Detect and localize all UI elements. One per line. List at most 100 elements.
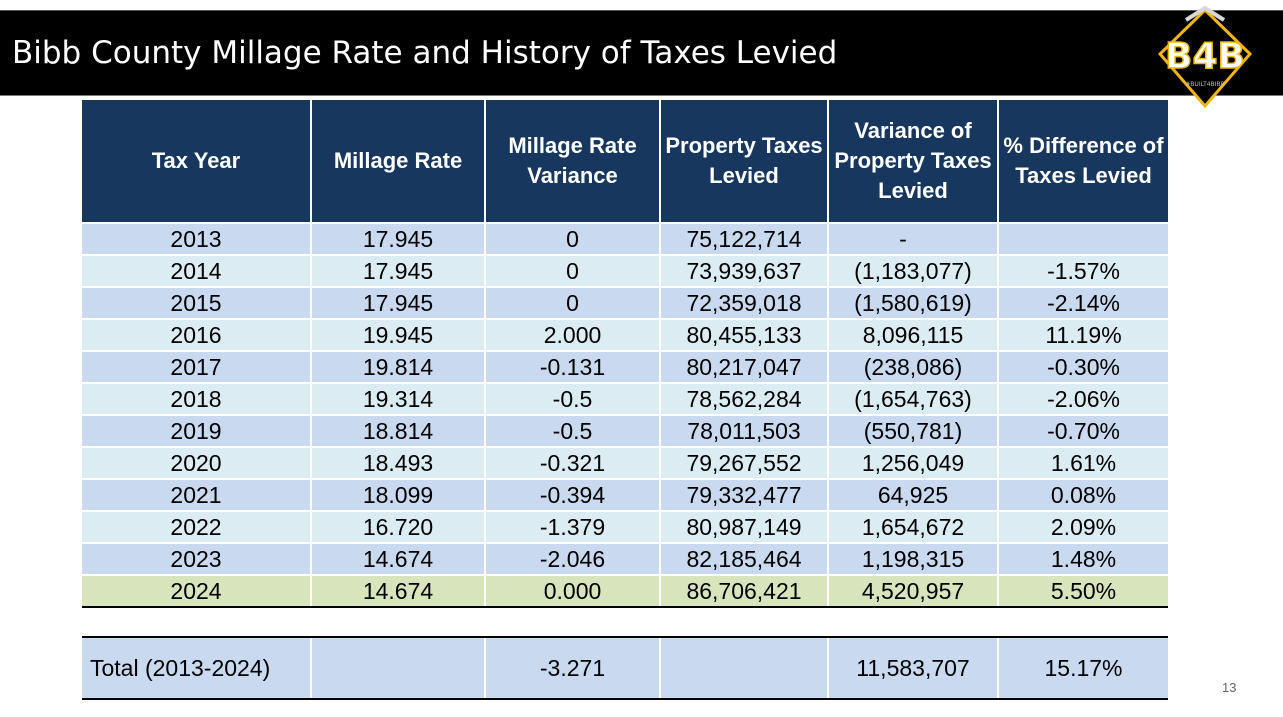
table-row-highlighted: 2024 14.674 0.000 86,706,421 4,520,957 5…	[82, 574, 1168, 608]
cell-levied: 79,332,477	[659, 478, 828, 511]
cell-percent	[997, 222, 1168, 255]
total-rate-variance: -3.271	[484, 636, 660, 700]
cell-levied: 80,455,133	[659, 318, 828, 351]
table-row: 2022 16.720 -1.379 80,987,149 1,654,672 …	[82, 510, 1168, 543]
slide-title: Bibb County Millage Rate and History of …	[12, 35, 838, 71]
cell-rate-variance: -0.5	[484, 414, 660, 447]
table-row: 2013 17.945 0 75,122,714 -	[82, 222, 1168, 255]
cell-rate: 18.814	[310, 414, 485, 447]
cell-percent: 11.19%	[997, 318, 1168, 351]
table-row: 2019 18.814 -0.5 78,011,503 (550,781) -0…	[82, 414, 1168, 447]
cell-levied-variance: 1,256,049	[827, 446, 998, 479]
cell-year: 2018	[82, 382, 311, 415]
cell-rate: 16.720	[310, 510, 485, 543]
cell-levied: 75,122,714	[659, 222, 828, 255]
header-variance-taxes-levied: Variance of Property Taxes Levied	[827, 100, 998, 223]
millage-table: Tax Year Millage Rate Millage Rate Varia…	[82, 100, 1168, 700]
cell-percent: 2.09%	[997, 510, 1168, 543]
cell-levied-variance: (1,654,763)	[827, 382, 998, 415]
cell-year: 2022	[82, 510, 311, 543]
cell-year: 2016	[82, 318, 311, 351]
cell-percent: -0.30%	[997, 350, 1168, 383]
cell-rate-variance: 0	[484, 286, 660, 319]
logo-wordmark: B4B	[1165, 36, 1245, 77]
cell-levied: 73,939,637	[659, 254, 828, 287]
cell-year: 2023	[82, 542, 311, 575]
cell-year: 2015	[82, 286, 311, 319]
cell-rate: 18.099	[310, 478, 485, 511]
cell-percent: 1.61%	[997, 446, 1168, 479]
total-rate	[310, 636, 485, 700]
cell-percent: -0.70%	[997, 414, 1168, 447]
cell-rate-variance: -0.131	[484, 350, 660, 383]
cell-levied: 80,217,047	[659, 350, 828, 383]
table-row: 2018 19.314 -0.5 78,562,284 (1,654,763) …	[82, 382, 1168, 415]
cell-levied-variance: (1,183,077)	[827, 254, 998, 287]
cell-rate-variance: 0	[484, 254, 660, 287]
cell-year: 2019	[82, 414, 311, 447]
cell-rate-variance: 0.000	[484, 574, 660, 608]
cell-rate: 17.945	[310, 254, 485, 287]
cell-rate: 19.814	[310, 350, 485, 383]
cell-rate-variance: -2.046	[484, 542, 660, 575]
total-row: Total (2013-2024) -3.271 11,583,707 15.1…	[82, 636, 1168, 700]
cell-rate: 19.314	[310, 382, 485, 415]
cell-levied: 79,267,552	[659, 446, 828, 479]
cell-rate-variance: -0.321	[484, 446, 660, 479]
cell-levied-variance: (550,781)	[827, 414, 998, 447]
cell-levied-variance: 64,925	[827, 478, 998, 511]
cell-rate: 18.493	[310, 446, 485, 479]
cell-percent: -2.06%	[997, 382, 1168, 415]
header-millage-rate: Millage Rate	[310, 100, 485, 223]
cell-year: 2017	[82, 350, 311, 383]
table-row: 2023 14.674 -2.046 82,185,464 1,198,315 …	[82, 542, 1168, 575]
cell-levied: 72,359,018	[659, 286, 828, 319]
table-row: 2021 18.099 -0.394 79,332,477 64,925 0.0…	[82, 478, 1168, 511]
cell-rate-variance: -0.5	[484, 382, 660, 415]
cell-rate-variance: -1.379	[484, 510, 660, 543]
header-tax-year: Tax Year	[82, 100, 311, 223]
cell-levied: 80,987,149	[659, 510, 828, 543]
cell-percent: 5.50%	[997, 574, 1168, 608]
spacer-row	[82, 607, 1168, 637]
cell-year: 2020	[82, 446, 311, 479]
header-percent-difference: % Difference of Taxes Levied	[997, 100, 1168, 223]
cell-percent: -1.57%	[997, 254, 1168, 287]
cell-year: 2021	[82, 478, 311, 511]
cell-levied-variance: 4,520,957	[827, 574, 998, 608]
total-levied-variance: 11,583,707	[827, 636, 998, 700]
b4b-logo: B4B #BUILT4BIBB	[1157, 5, 1253, 109]
cell-rate: 14.674	[310, 542, 485, 575]
table-row: 2016 19.945 2.000 80,455,133 8,096,115 1…	[82, 318, 1168, 351]
cell-levied-variance: 8,096,115	[827, 318, 998, 351]
title-bar: Bibb County Millage Rate and History of …	[0, 10, 1283, 96]
table-header-row: Tax Year Millage Rate Millage Rate Varia…	[82, 100, 1168, 223]
total-label: Total (2013-2024)	[82, 636, 311, 700]
cell-levied: 82,185,464	[659, 542, 828, 575]
table-row: 2020 18.493 -0.321 79,267,552 1,256,049 …	[82, 446, 1168, 479]
table-row: 2014 17.945 0 73,939,637 (1,183,077) -1.…	[82, 254, 1168, 287]
cell-rate: 17.945	[310, 286, 485, 319]
cell-rate-variance: -0.394	[484, 478, 660, 511]
cell-levied-variance: (1,580,619)	[827, 286, 998, 319]
cell-year: 2013	[82, 222, 311, 255]
cell-rate-variance: 0	[484, 222, 660, 255]
cell-percent: 1.48%	[997, 542, 1168, 575]
cell-levied: 78,011,503	[659, 414, 828, 447]
cell-levied: 86,706,421	[659, 574, 828, 608]
header-millage-rate-variance: Millage Rate Variance	[484, 100, 660, 223]
cell-rate: 17.945	[310, 222, 485, 255]
cell-levied-variance: -	[827, 222, 998, 255]
cell-levied-variance: 1,198,315	[827, 542, 998, 575]
cell-rate-variance: 2.000	[484, 318, 660, 351]
total-percent: 15.17%	[997, 636, 1168, 700]
table-row: 2017 19.814 -0.131 80,217,047 (238,086) …	[82, 350, 1168, 383]
table-row: 2015 17.945 0 72,359,018 (1,580,619) -2.…	[82, 286, 1168, 319]
header-property-taxes-levied: Property Taxes Levied	[659, 100, 828, 223]
cell-percent: 0.08%	[997, 478, 1168, 511]
cell-year: 2014	[82, 254, 311, 287]
logo-tagline: #BUILT4BIBB	[1185, 81, 1224, 88]
cell-percent: -2.14%	[997, 286, 1168, 319]
cell-levied: 78,562,284	[659, 382, 828, 415]
page-number: 13	[1222, 680, 1237, 695]
